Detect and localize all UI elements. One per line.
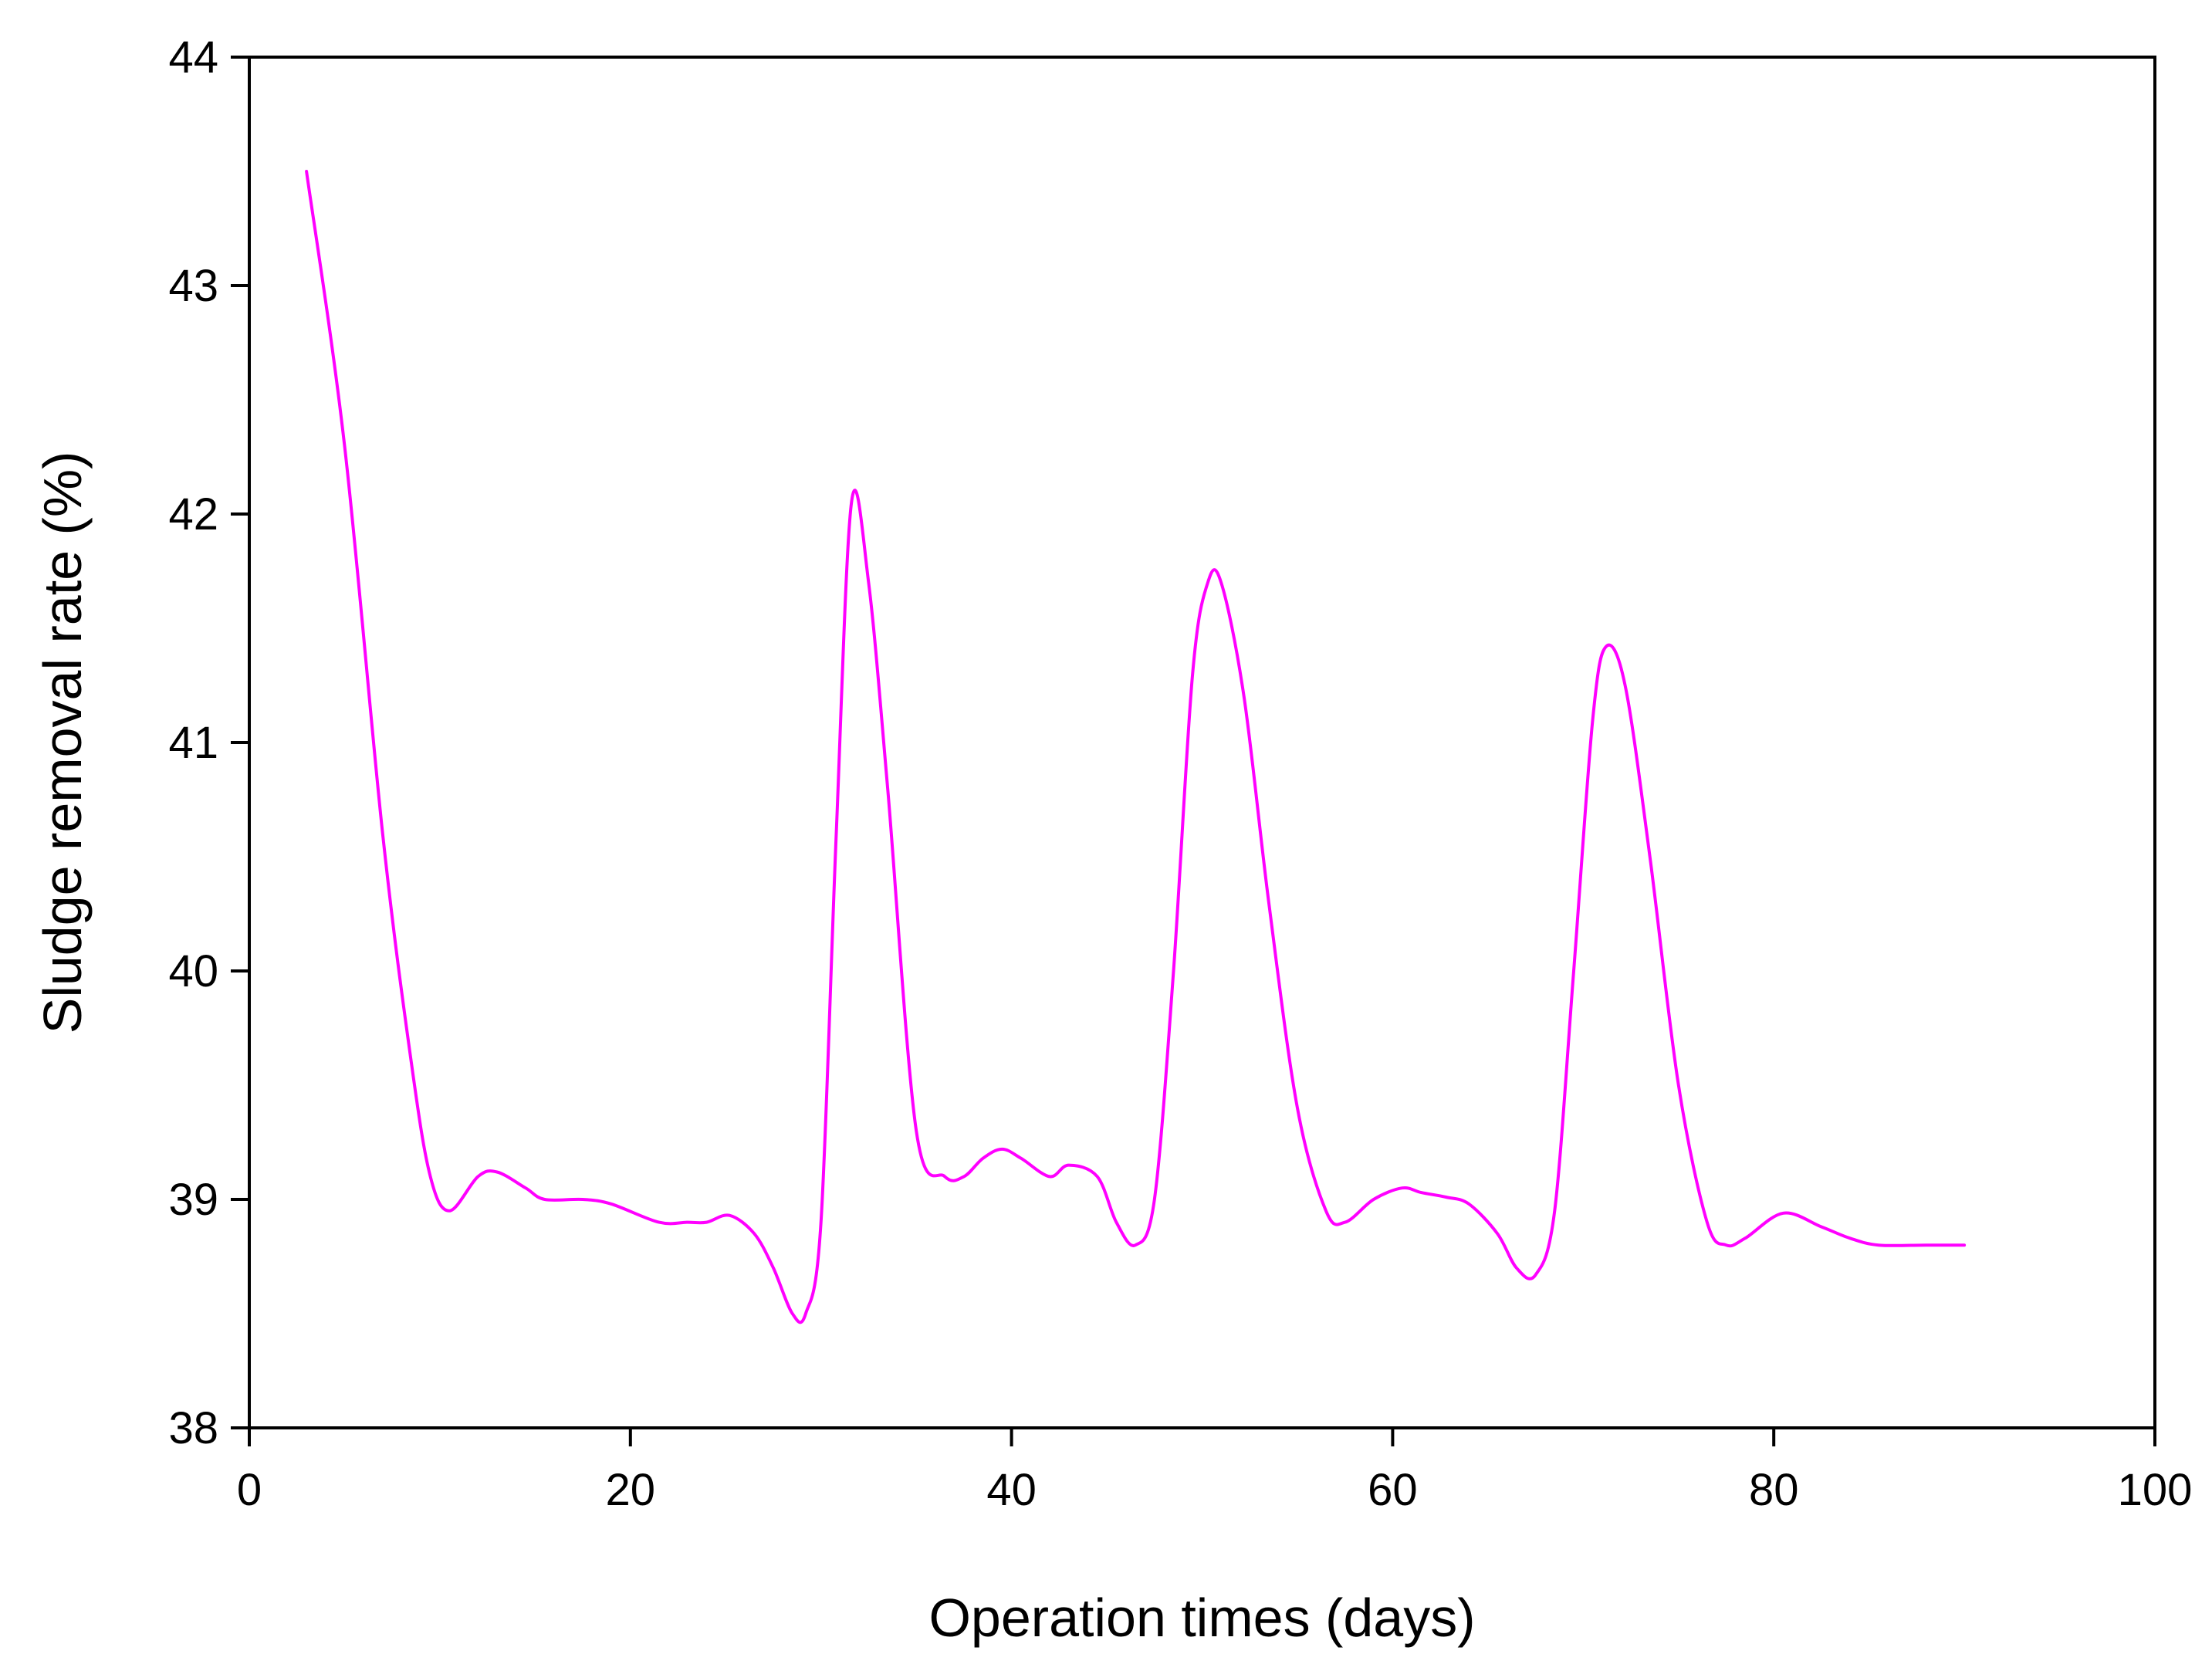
x-tick-label: 60 [1368, 1465, 1418, 1515]
y-tick-label: 44 [168, 32, 218, 83]
y-axis: 38 39 40 41 42 43 44 [168, 32, 249, 1453]
x-tick-label: 100 [2118, 1465, 2193, 1515]
x-tick-label: 0 [237, 1465, 262, 1515]
series-line [305, 170, 1967, 1324]
x-axis-title: Operation times (days) [928, 1588, 1475, 1648]
x-tick-label: 80 [1749, 1465, 1799, 1515]
y-axis-title: Sludge removal rate (%) [32, 452, 93, 1034]
x-tick-label: 40 [986, 1465, 1037, 1515]
y-tick-label: 38 [168, 1403, 218, 1453]
series-layer [305, 170, 1967, 1324]
y-tick-label: 43 [168, 261, 218, 311]
y-tick-label: 40 [168, 946, 218, 996]
x-tick-label: 20 [606, 1465, 656, 1515]
x-axis: 0 20 40 60 80 100 [237, 1428, 2193, 1515]
y-tick-label: 42 [168, 489, 218, 540]
y-tick-label: 41 [168, 718, 218, 768]
y-tick-label: 39 [168, 1175, 218, 1225]
